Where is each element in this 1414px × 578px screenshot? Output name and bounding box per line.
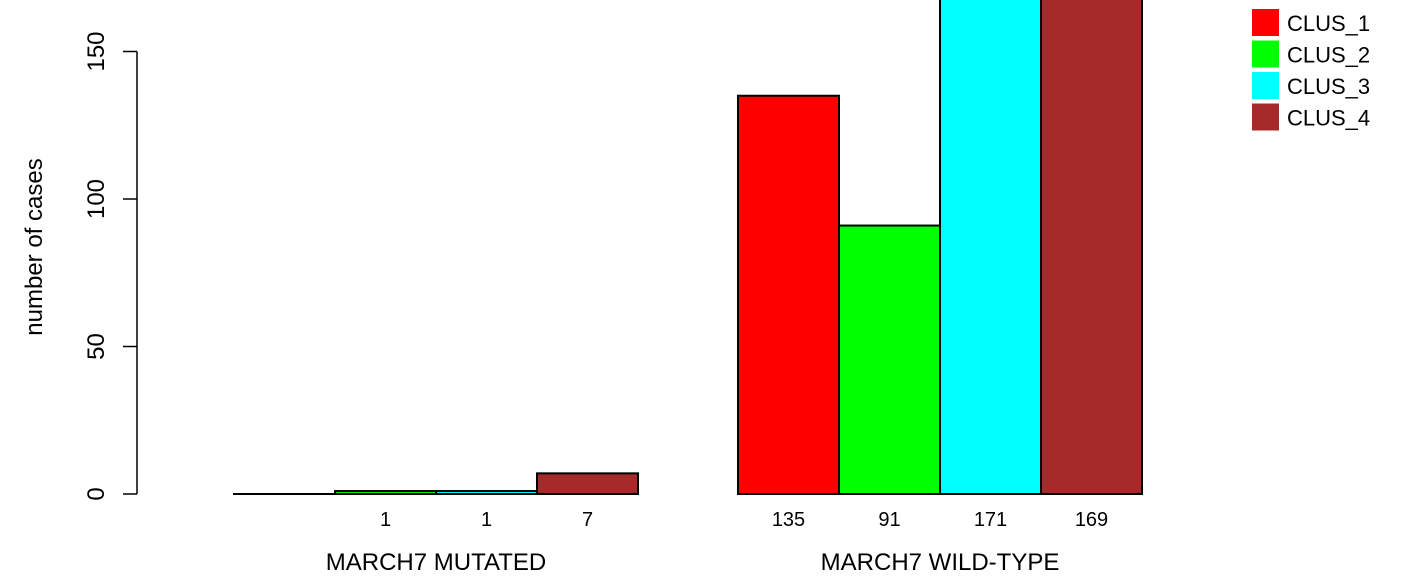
- y-axis: 0 50 100 150: [83, 31, 138, 501]
- y-tick-label: 100: [83, 179, 110, 219]
- bar-clus-3-group-1: [435, 490, 538, 495]
- bar-clus-2-group-2: [838, 224, 941, 495]
- value-label: 169: [1075, 509, 1108, 531]
- group-label: MARCH7 WILD-TYPE: [821, 549, 1060, 576]
- group-label: MARCH7 MUTATED: [326, 549, 546, 576]
- bar-clus-4-group-2: [1040, 0, 1143, 495]
- value-labels: 1 1 7 MARCH7 MUTATED 135 91 171 169 MARCH7 WILD-…: [326, 509, 1108, 576]
- value-label: 1: [481, 509, 492, 531]
- value-label: 171: [974, 509, 1007, 531]
- legend-swatch: [1252, 9, 1279, 36]
- bar-clus-2-group-1: [334, 490, 437, 495]
- legend-label: CLUS_2: [1287, 43, 1370, 68]
- bar-clus-4-group-1: [536, 472, 639, 495]
- y-tick-label: 150: [83, 31, 110, 71]
- legend-swatch: [1252, 72, 1279, 99]
- legend: CLUS_1 CLUS_2 CLUS_3 CLUS_4: [1252, 9, 1370, 131]
- legend-label: CLUS_4: [1287, 106, 1370, 131]
- y-tick-label: 50: [83, 333, 110, 360]
- value-label: 7: [582, 509, 593, 531]
- y-tick-label: 0: [83, 487, 110, 500]
- legend-swatch: [1252, 40, 1279, 68]
- legend-swatch: [1252, 103, 1279, 131]
- bar-clus-3-group-2: [939, 0, 1042, 495]
- legend-label: CLUS_1: [1287, 11, 1370, 36]
- value-label: 135: [772, 509, 805, 531]
- value-label: 91: [878, 509, 900, 531]
- value-label: 1: [380, 509, 391, 531]
- legend-label: CLUS_3: [1287, 74, 1370, 99]
- bar-clus-1-group-2: [737, 94, 840, 495]
- bars-layer: [233, 0, 1143, 495]
- y-axis-label: number of cases: [21, 158, 48, 335]
